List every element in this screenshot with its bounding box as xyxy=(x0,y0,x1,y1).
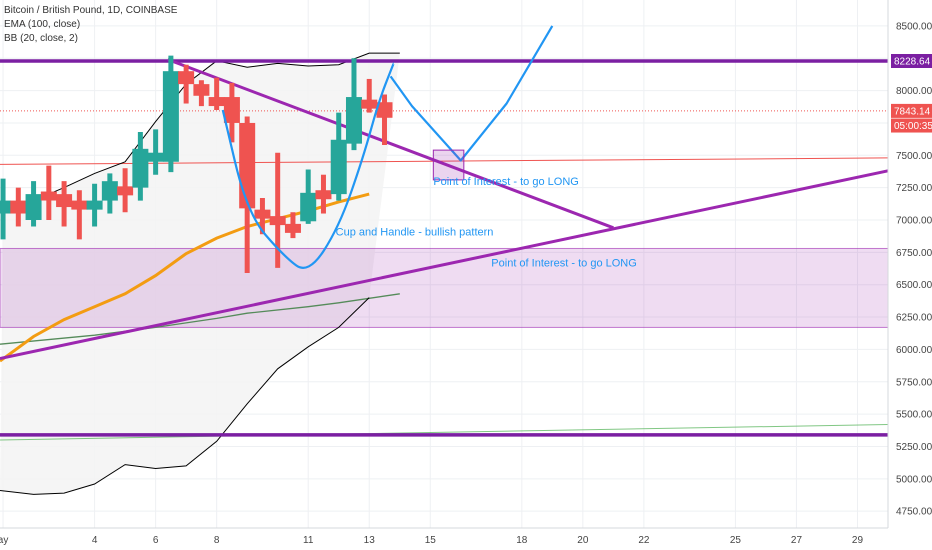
y-tick-label: 8500.00 xyxy=(896,21,932,32)
candle-body xyxy=(269,216,286,226)
x-tick-label: 11 xyxy=(303,535,314,546)
candle-body xyxy=(117,186,134,196)
poi-box xyxy=(432,149,465,181)
candle-body xyxy=(56,194,73,208)
y-tick-label: 6500.00 xyxy=(896,280,932,291)
price-axis xyxy=(888,0,932,550)
price-label-box xyxy=(891,118,932,133)
price-label: 7843.14 xyxy=(894,106,931,117)
annotation-label: Point of Interest - to go LONG xyxy=(491,258,637,270)
x-tick-label: 25 xyxy=(730,535,742,546)
y-tick-label: 6750.00 xyxy=(896,248,932,259)
y-tick-label: 6250.00 xyxy=(896,313,932,324)
legend-symbol[interactable]: Bitcoin / British Pound, 1D, COINBASE xyxy=(4,5,178,16)
price-label-box xyxy=(891,53,932,68)
candle-body xyxy=(223,97,240,123)
candle-body xyxy=(300,192,317,222)
x-tick-label: 27 xyxy=(791,535,803,546)
legend-bb[interactable]: BB (20, close, 2) xyxy=(4,33,78,44)
annotation-label: Cup and Handle - bullish pattern xyxy=(336,227,494,239)
candle-body xyxy=(239,122,256,209)
handle-projection xyxy=(389,25,554,162)
candle-body xyxy=(330,139,347,195)
x-tick-label: 18 xyxy=(516,535,528,546)
sma-line-long xyxy=(0,424,889,441)
annotation-label: Point of Interest - to go LONG xyxy=(433,176,579,188)
candle-body xyxy=(345,97,362,144)
x-tick-label: ay xyxy=(0,535,8,546)
x-tick-label: 22 xyxy=(638,535,650,546)
candle-body xyxy=(376,102,393,118)
y-tick-label: 5000.00 xyxy=(896,474,932,485)
candle-body xyxy=(315,190,332,200)
poi-zone xyxy=(0,247,889,328)
y-tick-label: 7500.00 xyxy=(896,151,932,162)
candle-body xyxy=(132,148,149,188)
chart-legend: Bitcoin / British Pound, 1D, COINBASE EM… xyxy=(4,4,177,46)
cup-curve xyxy=(221,62,395,269)
y-tick-label: 5750.00 xyxy=(896,377,932,388)
y-tick-label: 6000.00 xyxy=(896,345,932,356)
y-tick-label: 5500.00 xyxy=(896,410,932,421)
candle-body xyxy=(40,191,57,201)
legend-ema[interactable]: EMA (100, close) xyxy=(4,19,81,30)
candle-body xyxy=(254,209,271,219)
bollinger-band-fill xyxy=(0,53,400,495)
x-tick-label: 13 xyxy=(364,535,376,546)
x-tick-label: 4 xyxy=(92,535,98,546)
descending-trendline xyxy=(167,58,614,230)
candle-body xyxy=(25,194,42,220)
candle-body xyxy=(86,200,103,210)
time-axis xyxy=(0,528,932,550)
y-tick-label: 7250.00 xyxy=(896,183,932,194)
candle-body xyxy=(0,200,12,214)
candle-body xyxy=(162,71,179,162)
x-tick-label: 15 xyxy=(425,535,437,546)
candle-body xyxy=(178,71,195,85)
candle-body xyxy=(193,84,210,96)
y-tick-label: 4750.00 xyxy=(896,507,932,518)
x-tick-label: 8 xyxy=(214,535,220,546)
sma-line xyxy=(0,293,400,345)
ascending-trendline xyxy=(0,169,889,360)
candle-body xyxy=(147,152,164,162)
candle-body xyxy=(208,97,225,107)
price-label: 05:00:35 xyxy=(894,121,932,132)
x-tick-label: 20 xyxy=(577,535,589,546)
x-tick-label: 29 xyxy=(852,535,864,546)
candle-body xyxy=(10,200,27,214)
candle-body xyxy=(284,223,301,233)
y-tick-label: 8000.00 xyxy=(896,86,932,97)
candle-body xyxy=(71,200,88,210)
y-tick-label: 5250.00 xyxy=(896,442,932,453)
candle-body xyxy=(361,99,378,109)
candle-body xyxy=(101,181,118,201)
bollinger-lower xyxy=(0,297,370,495)
y-tick-label: 7000.00 xyxy=(896,216,932,227)
x-tick-label: 6 xyxy=(153,535,159,546)
price-label: 8228.64 xyxy=(894,56,931,67)
price-label-box xyxy=(891,103,932,118)
